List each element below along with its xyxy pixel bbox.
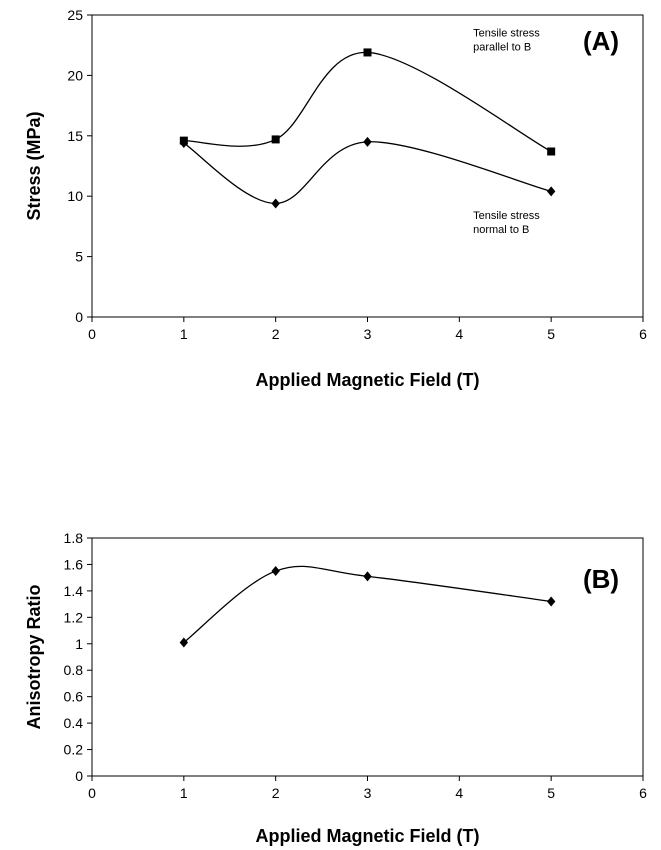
x-tick-label: 1 bbox=[180, 785, 188, 801]
x-tick-label: 3 bbox=[364, 785, 372, 801]
y-tick-label: 0.6 bbox=[64, 689, 84, 705]
x-tick-label: 6 bbox=[639, 785, 647, 801]
data-point-diamond bbox=[179, 637, 189, 648]
x-axis-title: Applied Magnetic Field (T) bbox=[256, 370, 480, 390]
data-point-diamond bbox=[363, 136, 372, 147]
y-tick-label: 1.2 bbox=[64, 609, 84, 625]
data-point-diamond bbox=[546, 596, 556, 607]
y-tick-label: 25 bbox=[67, 7, 83, 23]
panel-label: (A) bbox=[583, 26, 619, 56]
y-tick-label: 1.8 bbox=[64, 530, 84, 546]
x-tick-label: 5 bbox=[547, 326, 555, 342]
data-point-square bbox=[363, 48, 372, 57]
data-point-square bbox=[547, 147, 556, 156]
x-tick-label: 5 bbox=[547, 785, 555, 801]
annotation-text: Tensile stress bbox=[473, 210, 540, 222]
chart-panel-a: 0 1 2 3 4 5 6 0 5 10 15 20 25 Applied Magnetic Field … bbox=[24, 7, 647, 390]
series-line-1 bbox=[183, 565, 552, 643]
x-tick-label: 4 bbox=[455, 326, 463, 342]
data-point-square bbox=[271, 135, 280, 144]
annotation-text: parallel to B bbox=[473, 42, 531, 54]
y-tick-label: 15 bbox=[67, 128, 83, 144]
y-tick-label: 1.4 bbox=[64, 583, 84, 599]
y-tick-label: 5 bbox=[75, 249, 83, 265]
series-line-1 bbox=[183, 51, 552, 153]
y-tick-label: 1 bbox=[75, 636, 83, 652]
data-point-diamond bbox=[271, 198, 280, 209]
y-axis-title: Stress (MPa) bbox=[24, 111, 44, 220]
y-tick-label: 20 bbox=[67, 67, 83, 83]
y-tick-label: 0.4 bbox=[64, 715, 84, 731]
y-tick-label: 0.2 bbox=[64, 742, 84, 758]
y-tick-label: 10 bbox=[67, 188, 83, 204]
y-tick-label: 0.8 bbox=[64, 662, 84, 678]
x-tick-label: 2 bbox=[272, 785, 280, 801]
data-point-diamond bbox=[179, 138, 189, 149]
x-tick-label: 2 bbox=[272, 326, 280, 342]
y-axis-title: Anisotropy Ratio bbox=[24, 584, 44, 729]
x-axis-title: Applied Magnetic Field (T) bbox=[256, 826, 480, 846]
x-tick-label: 4 bbox=[455, 785, 463, 801]
x-tick-label: 6 bbox=[639, 326, 647, 342]
annotation-text: normal to B bbox=[473, 224, 529, 236]
data-point-diamond bbox=[546, 186, 556, 197]
x-tick-label: 0 bbox=[88, 326, 96, 342]
y-tick-label: 1.6 bbox=[64, 556, 84, 572]
annotation-text: Tensile stress bbox=[473, 28, 540, 40]
x-tick-label: 0 bbox=[88, 785, 96, 801]
plot-frame bbox=[91, 14, 644, 318]
data-point-diamond bbox=[271, 566, 280, 577]
x-tick-label: 3 bbox=[364, 326, 372, 342]
panel-label: (B) bbox=[583, 564, 619, 594]
data-point-diamond bbox=[363, 571, 372, 582]
y-tick-label: 0 bbox=[75, 309, 83, 325]
series-line-2 bbox=[183, 141, 552, 205]
x-tick-label: 1 bbox=[180, 326, 188, 342]
chart-panel-b: 0 1 2 3 4 5 6 0 0.2 0.4 0.6 0.8 1 1.2 1.4 1.6 1.8 Applied… bbox=[24, 530, 647, 846]
y-tick-label: 0 bbox=[75, 768, 83, 784]
